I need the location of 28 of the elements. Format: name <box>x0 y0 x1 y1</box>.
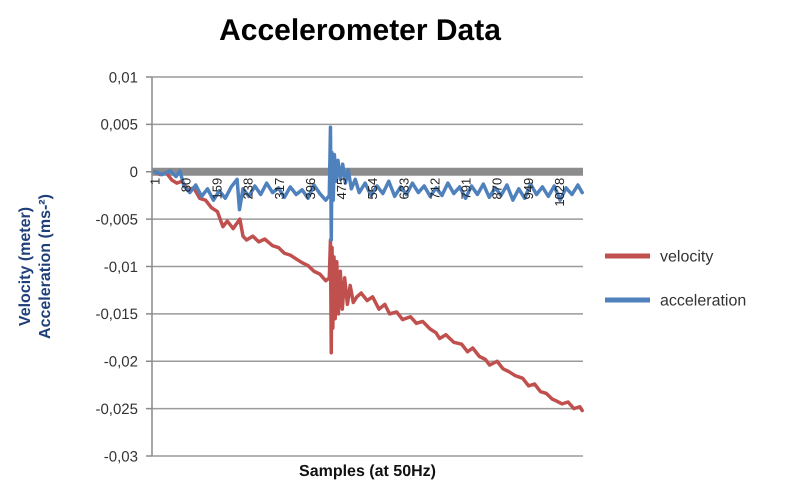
x-tick-label: 712 <box>427 178 442 200</box>
y-tick-label: -0,005 <box>95 211 138 228</box>
x-tick-label: 159 <box>210 178 225 200</box>
x-tick-label: 949 <box>520 178 536 200</box>
x-tick-label: 1 <box>147 178 162 185</box>
x-tick-label: 80 <box>178 178 194 192</box>
x-tick-label: 633 <box>396 178 412 200</box>
y-tick-label: -0,03 <box>104 448 138 466</box>
y-axis-title: Velocity (meter) Acceleration (ms-²) <box>17 194 54 339</box>
x-tick-label: 475 <box>334 178 350 200</box>
x-tick-label: 791 <box>458 178 474 200</box>
legend-label: acceleration <box>660 292 746 310</box>
y-tick-label: 0 <box>130 164 138 181</box>
y-tick-label: 0,01 <box>108 69 138 86</box>
x-axis-title: Samples (at 50Hz) <box>299 463 436 480</box>
x-tick-label: 317 <box>272 178 287 200</box>
legend-label: velocity <box>660 248 714 266</box>
x-tick-label: 238 <box>240 178 256 200</box>
x-tick-label: 870 <box>490 178 505 200</box>
y-tick-label: -0,02 <box>104 354 138 370</box>
y-tick-label: -0,01 <box>104 258 138 276</box>
y-tick-label: 0,005 <box>100 116 138 134</box>
x-tick-label: 554 <box>365 178 380 200</box>
chart-title: Accelerometer Data <box>219 14 502 47</box>
y-tick-label: -0,015 <box>95 306 138 324</box>
x-tick-label: 396 <box>302 178 318 200</box>
y-tick-label: -0,025 <box>95 400 138 418</box>
x-tick-label: 1028 <box>552 178 567 207</box>
